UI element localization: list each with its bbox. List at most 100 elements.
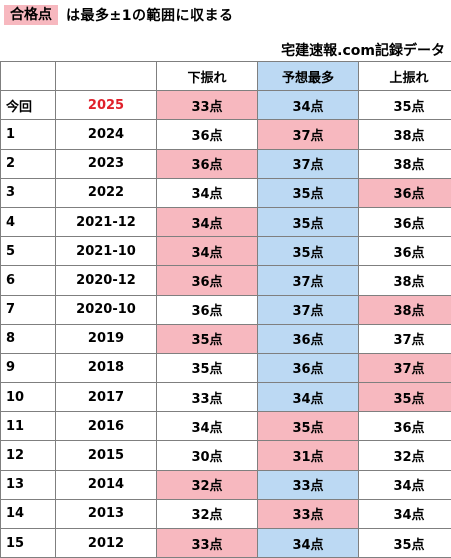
- row-high-score: 37点: [359, 324, 451, 353]
- row-mode-score: 35点: [258, 207, 359, 236]
- row-year: 2023: [56, 149, 157, 178]
- row-low-score: 36点: [157, 120, 258, 149]
- row-high-score: 38点: [359, 266, 451, 295]
- row-index: 5: [1, 237, 56, 266]
- row-low-score: 33点: [157, 529, 258, 558]
- row-mode-score: 37点: [258, 266, 359, 295]
- row-mode-score: 34点: [258, 383, 359, 412]
- row-year: 2018: [56, 353, 157, 382]
- row-year: 2012: [56, 529, 157, 558]
- title-line: 合格点 は最多±1の範囲に収まる: [4, 4, 233, 26]
- row-year: 2021-10: [56, 237, 157, 266]
- row-index: 3: [1, 178, 56, 207]
- row-low-score: 34点: [157, 178, 258, 207]
- header-index: [1, 62, 56, 91]
- row-index: 6: [1, 266, 56, 295]
- row-low-score: 34点: [157, 412, 258, 441]
- row-low-score: 32点: [157, 470, 258, 499]
- row-low-score: 34点: [157, 237, 258, 266]
- header-high: 上振れ: [359, 62, 451, 91]
- row-high-score: 36点: [359, 237, 451, 266]
- row-year: 2015: [56, 441, 157, 470]
- row-index: 2: [1, 149, 56, 178]
- row-high-score: 35点: [359, 383, 451, 412]
- row-index: 12: [1, 441, 56, 470]
- row-high-score: 35点: [359, 91, 451, 120]
- row-mode-score: 33点: [258, 499, 359, 528]
- row-mode-score: 31点: [258, 441, 359, 470]
- row-index: 7: [1, 295, 56, 324]
- row-index: 今回: [1, 91, 56, 120]
- row-index: 10: [1, 383, 56, 412]
- title-caption: は最多±1の範囲に収まる: [66, 5, 233, 25]
- row-high-score: 36点: [359, 178, 451, 207]
- row-year: 2025: [56, 91, 157, 120]
- row-year: 2022: [56, 178, 157, 207]
- row-year: 2019: [56, 324, 157, 353]
- row-index: 11: [1, 412, 56, 441]
- row-year: 2017: [56, 383, 157, 412]
- row-low-score: 36点: [157, 149, 258, 178]
- row-index: 4: [1, 207, 56, 236]
- row-index: 14: [1, 499, 56, 528]
- row-low-score: 36点: [157, 295, 258, 324]
- row-mode-score: 37点: [258, 295, 359, 324]
- row-high-score: 36点: [359, 207, 451, 236]
- row-mode-score: 33点: [258, 470, 359, 499]
- row-year: 2016: [56, 412, 157, 441]
- row-index: 13: [1, 470, 56, 499]
- row-high-score: 38点: [359, 120, 451, 149]
- pass-score-badge: 合格点: [4, 5, 58, 25]
- row-mode-score: 34点: [258, 91, 359, 120]
- row-high-score: 32点: [359, 441, 451, 470]
- row-high-score: 37点: [359, 353, 451, 382]
- row-year: 2024: [56, 120, 157, 149]
- row-low-score: 36点: [157, 266, 258, 295]
- row-year: 2021-12: [56, 207, 157, 236]
- row-mode-score: 35点: [258, 412, 359, 441]
- row-low-score: 34点: [157, 207, 258, 236]
- row-mode-score: 35点: [258, 178, 359, 207]
- row-high-score: 35点: [359, 529, 451, 558]
- row-year: 2020-10: [56, 295, 157, 324]
- row-mode-score: 36点: [258, 353, 359, 382]
- row-low-score: 35点: [157, 353, 258, 382]
- row-high-score: 36点: [359, 412, 451, 441]
- row-high-score: 38点: [359, 295, 451, 324]
- row-mode-score: 36点: [258, 324, 359, 353]
- row-low-score: 33点: [157, 383, 258, 412]
- row-year: 2014: [56, 470, 157, 499]
- row-year: 2020-12: [56, 266, 157, 295]
- row-high-score: 34点: [359, 470, 451, 499]
- source-label: 宅建速報.com記録データ: [281, 40, 445, 60]
- row-high-score: 34点: [359, 499, 451, 528]
- row-low-score: 32点: [157, 499, 258, 528]
- row-index: 15: [1, 529, 56, 558]
- row-mode-score: 37点: [258, 120, 359, 149]
- row-index: 8: [1, 324, 56, 353]
- header-row: 下振れ 予想最多 上振れ: [1, 62, 451, 91]
- header-mode: 予想最多: [258, 62, 359, 91]
- row-mode-score: 37点: [258, 149, 359, 178]
- row-low-score: 33点: [157, 91, 258, 120]
- header-year: [56, 62, 157, 91]
- row-index: 9: [1, 353, 56, 382]
- row-high-score: 38点: [359, 149, 451, 178]
